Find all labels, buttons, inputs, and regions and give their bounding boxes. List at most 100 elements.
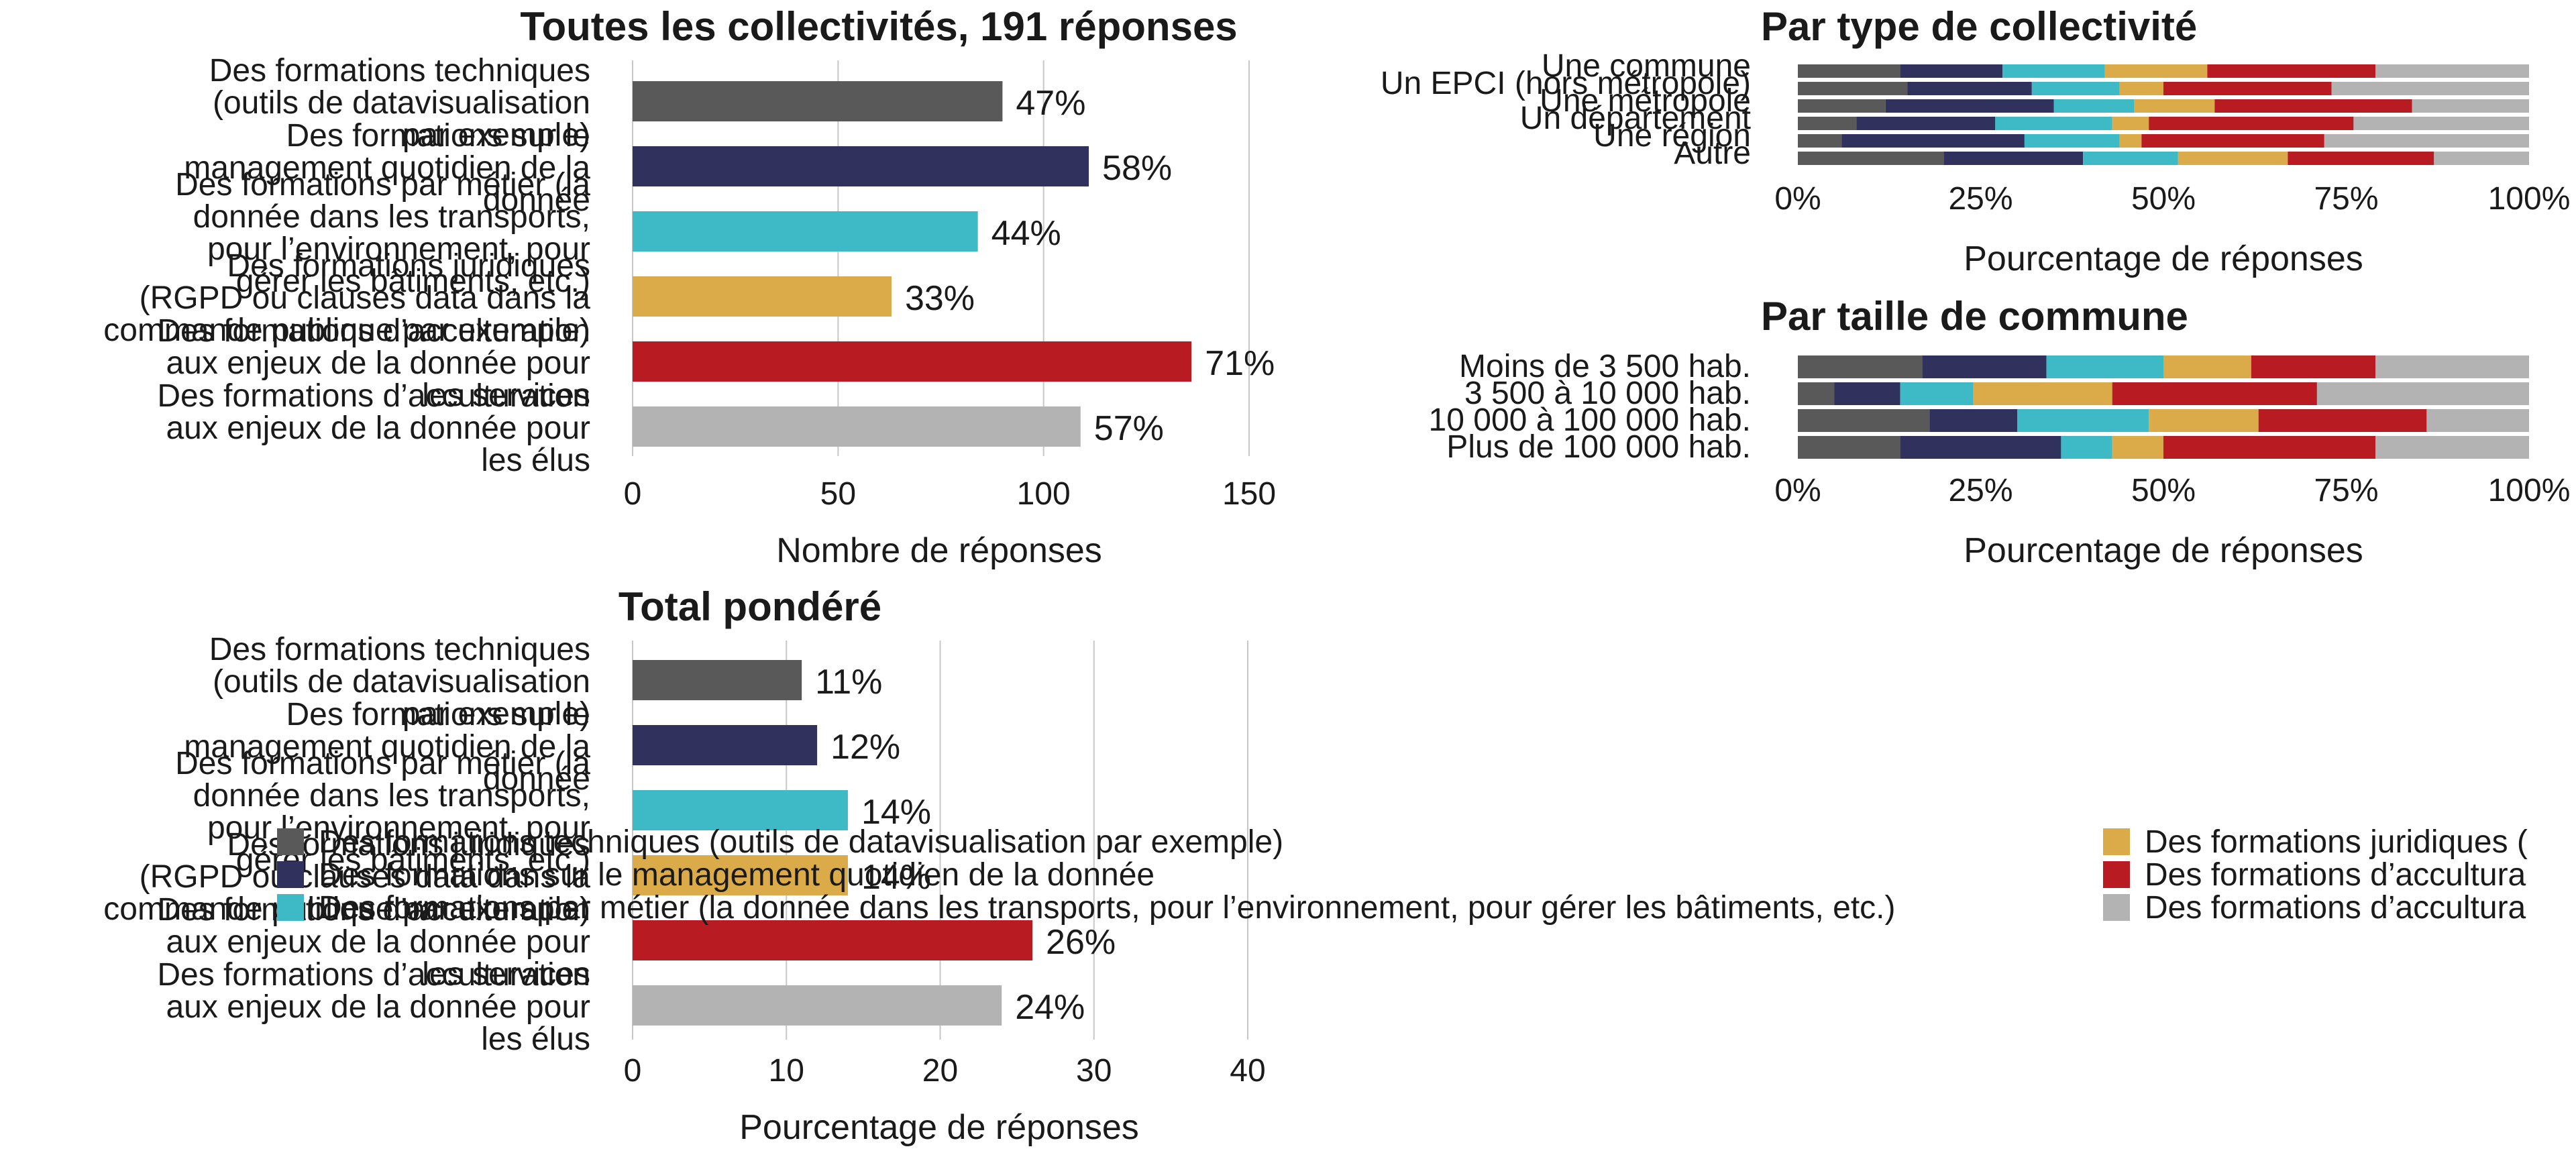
category-label: pour l’environnement, pour: [207, 810, 590, 846]
bar-4: [633, 341, 1192, 382]
category-label: les services: [422, 956, 590, 992]
category-label: donnée dans les transports,: [193, 199, 590, 235]
tick-label: 100%: [2488, 473, 2571, 508]
category-label: Un département: [1520, 101, 1751, 136]
segment: [1922, 355, 2047, 378]
segment: [2163, 355, 2251, 378]
category-label: aux enjeux de la donnée pour: [166, 924, 590, 960]
legend-swatch: [2103, 828, 2130, 855]
segment: [1798, 409, 1930, 432]
axis-label: Nombre de réponses: [776, 531, 1102, 570]
chart-weighted: 11% Des formations techniques(outils de d…: [103, 584, 1265, 1147]
segment: [2331, 82, 2529, 95]
bar-5: [633, 985, 1002, 1026]
segment: [2119, 82, 2163, 95]
category-label: gérer les bâtiments, etc.): [236, 264, 590, 299]
chart-title: Total pondéré: [619, 584, 881, 629]
category-label: (RGPD ou clauses data dans la: [140, 859, 591, 895]
segment: [2053, 99, 2135, 113]
tick-label: 20: [922, 1053, 958, 1089]
category-label: pour l’environnement, pour: [207, 231, 590, 267]
segment: [2258, 409, 2427, 432]
category-label: les élus: [481, 443, 590, 478]
category-label: par exemple): [402, 696, 590, 732]
axis-label: Pourcentage de réponses: [739, 1108, 1139, 1147]
category-label: les élus: [481, 1022, 590, 1057]
segment: [1798, 134, 1842, 148]
segment: [2316, 382, 2529, 405]
legend-label: Des formations par métier (la donnée dan…: [319, 890, 1895, 926]
category-label: (RGPD ou clauses data dans la: [140, 280, 591, 316]
data-label: 14%: [861, 858, 931, 897]
category-label: aux enjeux de la donnée pour: [166, 989, 590, 1025]
segment: [2375, 64, 2529, 78]
category-label: donnée: [483, 761, 590, 797]
category-label: Plus de 100 000 hab.: [1446, 429, 1751, 465]
legend-swatch: [277, 894, 304, 921]
category-label: donnée: [483, 182, 590, 218]
segment: [1834, 382, 1900, 405]
segment: [1798, 117, 1857, 130]
segment: [2149, 409, 2259, 432]
legend-label: Des formations techniques (outils de dat…: [319, 824, 1283, 860]
tick-label: 30: [1076, 1053, 1112, 1089]
category-label: 3 500 à 10 000 hab.: [1464, 376, 1751, 411]
data-label: 24%: [1015, 988, 1085, 1027]
segment: [2112, 382, 2317, 405]
category-label: Des formations d’acculturation: [157, 378, 590, 414]
data-label: 57%: [1094, 409, 1164, 448]
segment: [1900, 436, 2061, 459]
segment: [1798, 82, 1908, 95]
legend-label: Des formations sur le management quotidi…: [319, 857, 1155, 893]
data-label: 14%: [861, 793, 931, 832]
category-label: Une commune: [1542, 48, 1751, 84]
tick-label: 50: [820, 476, 856, 512]
category-label: Des formations techniques: [209, 632, 590, 667]
bar-1: [633, 725, 818, 765]
category-label: aux enjeux de la donnée pour: [166, 410, 590, 446]
category-label: commande publique par exemple): [103, 891, 590, 927]
segment: [1798, 382, 1835, 405]
segment: [2141, 134, 2324, 148]
category-label: par exemple): [402, 117, 590, 153]
segment: [1798, 355, 1923, 378]
category-label: Une région: [1593, 118, 1751, 154]
legend-label: Des formations d’accultura: [2145, 857, 2526, 893]
segment: [2149, 117, 2354, 130]
bar-2: [633, 211, 978, 252]
segment: [2426, 409, 2529, 432]
bar-2: [633, 790, 848, 830]
tick-label: 50%: [2131, 181, 2196, 217]
tick-label: 0%: [1774, 473, 1821, 508]
data-label: 33%: [905, 279, 975, 318]
segment: [2046, 355, 2163, 378]
bar-0: [633, 81, 1003, 121]
data-label: 26%: [1046, 923, 1116, 962]
segment: [2163, 436, 2376, 459]
segment: [2251, 355, 2376, 378]
segment: [1995, 117, 2112, 130]
segment: [1856, 117, 1996, 130]
bar-5: [633, 406, 1081, 447]
legend: Des formations techniques (outils de dat…: [277, 824, 2528, 926]
category-label: (outils de datavisualisation: [213, 85, 590, 121]
segment: [2324, 134, 2529, 148]
segment: [1798, 436, 1900, 459]
chart-title: Par taille de commune: [1761, 294, 2188, 339]
tick-label: 10: [769, 1053, 804, 1089]
tick-label: 0: [624, 1053, 642, 1089]
legend-label: Des formations d’accultura: [2145, 890, 2526, 926]
category-label: Autre: [1674, 135, 1751, 171]
tick-label: 25%: [1948, 473, 2012, 508]
segment: [1798, 152, 1944, 165]
segment: [2375, 436, 2529, 459]
segment: [1973, 382, 2112, 405]
category-label: commande publique par exemple): [103, 313, 590, 348]
segment: [1944, 152, 2084, 165]
tick-label: 75%: [2314, 181, 2378, 217]
category-label: aux enjeux de la donnée pour: [166, 345, 590, 381]
segment: [2375, 355, 2529, 378]
data-label: 44%: [991, 214, 1061, 253]
legend-label: Des formations juridiques (: [2145, 824, 2528, 860]
